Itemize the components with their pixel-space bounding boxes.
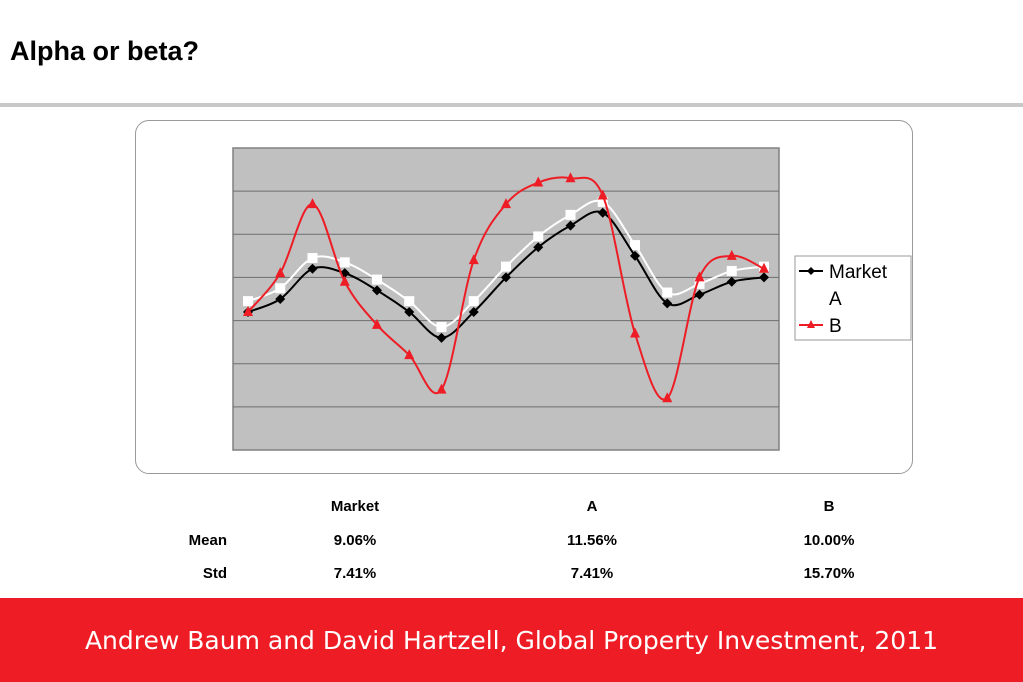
data-point-a	[726, 265, 737, 276]
data-point-market	[630, 250, 640, 261]
data-point-b	[533, 176, 544, 187]
data-point-market	[501, 272, 511, 283]
row-label-mean: Mean	[188, 532, 227, 549]
data-point-b	[662, 392, 673, 403]
data-point-b	[436, 383, 447, 394]
data-point-market	[307, 263, 318, 274]
data-point-market	[533, 242, 544, 253]
legend-marker-b	[807, 320, 815, 328]
data-point-market	[597, 207, 608, 218]
col-header-market: Market	[330, 498, 380, 515]
data-point-market	[759, 272, 769, 283]
data-point-a	[339, 257, 350, 268]
data-point-a	[275, 283, 286, 294]
data-point-b	[307, 198, 318, 209]
data-point-b	[597, 189, 608, 200]
std-market: 7.41%	[333, 565, 377, 582]
data-point-a	[694, 278, 705, 289]
mean-a: 11.56%	[566, 532, 618, 549]
data-point-a	[307, 253, 318, 264]
data-point-a	[468, 296, 479, 307]
data-point-b	[243, 305, 253, 316]
data-point-a	[630, 240, 640, 251]
legend-label-market: Market	[829, 262, 888, 283]
plot-area	[232, 147, 780, 451]
data-point-b	[339, 275, 350, 286]
data-point-market	[275, 294, 286, 304]
data-point-market	[468, 306, 479, 317]
data-point-a	[662, 287, 673, 298]
data-point-b	[501, 198, 511, 209]
slide-title: Alpha or beta?	[10, 36, 200, 66]
legend-label-b: B	[829, 316, 842, 337]
data-point-a	[501, 261, 511, 272]
data-point-a	[436, 322, 447, 333]
title-divider	[0, 103, 1023, 107]
data-point-a	[372, 274, 382, 285]
data-point-a	[404, 296, 415, 307]
data-point-b	[759, 262, 769, 273]
std-b: 15.70%	[803, 565, 855, 582]
data-point-b	[275, 267, 286, 278]
data-point-b	[404, 349, 415, 360]
mean-market: 9.06%	[333, 532, 377, 549]
data-point-market	[662, 298, 673, 309]
legend-label-a: A	[829, 289, 842, 310]
data-point-market	[436, 332, 447, 343]
data-point-b	[726, 249, 737, 260]
data-point-market	[372, 285, 382, 296]
data-point-b	[565, 172, 576, 183]
data-point-b	[694, 271, 705, 282]
data-point-b	[468, 254, 479, 265]
data-point-a	[565, 209, 576, 220]
data-point-a	[533, 231, 544, 242]
std-a: 7.41%	[570, 565, 614, 582]
footer-citation: Andrew Baum and David Hartzell, Global P…	[84, 625, 939, 655]
data-point-a	[597, 196, 608, 207]
data-point-market	[565, 220, 576, 231]
col-header-b: B	[823, 498, 835, 515]
data-point-market	[404, 306, 415, 317]
mean-b: 10.00%	[803, 532, 855, 549]
data-point-b	[372, 318, 382, 329]
legend-marker-market	[807, 267, 815, 275]
col-header-a: A	[586, 498, 598, 515]
data-point-market	[726, 276, 737, 287]
footer-banner: Andrew Baum and David Hartzell, Global P…	[0, 598, 1023, 682]
line-chart: Market AB	[232, 147, 912, 451]
data-point-b	[630, 327, 640, 338]
data-point-a	[243, 296, 253, 307]
chart-frame: Market A B	[135, 120, 913, 474]
data-point-market	[694, 289, 705, 300]
row-label-std: Std	[202, 565, 227, 582]
